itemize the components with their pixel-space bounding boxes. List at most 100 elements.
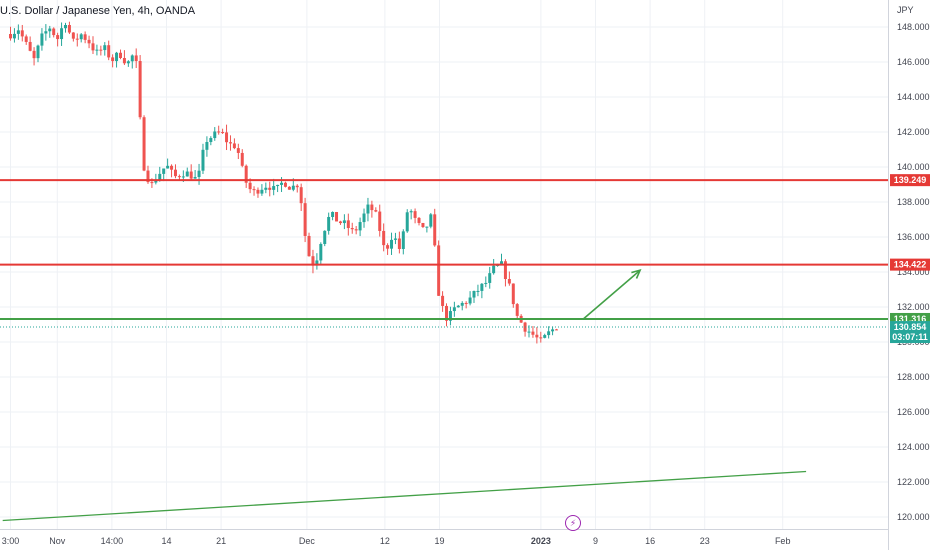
candle-body: [150, 182, 154, 184]
candle-body: [201, 149, 205, 171]
candle-body: [425, 226, 429, 228]
candle-body: [138, 61, 142, 118]
candle-body: [346, 220, 350, 229]
y-tick-label: 120.000: [897, 512, 930, 522]
candle-body: [115, 52, 119, 62]
y-tick-label: 128.000: [897, 372, 930, 382]
level-label: 131.316: [894, 314, 927, 324]
candle-body: [452, 307, 456, 312]
candle-body: [181, 176, 185, 178]
candle-body: [244, 165, 248, 183]
rising-trendline[interactable]: [2, 470, 807, 522]
projection-arrow[interactable]: [582, 269, 641, 320]
candle-body: [338, 221, 342, 224]
candle-body: [409, 211, 413, 213]
candle-body: [280, 182, 284, 185]
candle-body: [126, 61, 130, 64]
y-tick-label: 142.000: [897, 127, 930, 137]
candle-body: [56, 35, 60, 40]
candle-body: [303, 203, 307, 236]
candle-body: [323, 230, 327, 244]
candle-body: [146, 170, 150, 183]
x-tick-label: 14: [161, 536, 171, 546]
candle-body: [445, 305, 449, 321]
candle-body: [488, 273, 492, 283]
candle-body: [256, 189, 260, 194]
candle-body: [299, 187, 303, 204]
candle-body: [252, 189, 256, 191]
candle-body: [378, 211, 382, 231]
candle-body: [20, 30, 24, 37]
candle-body: [95, 49, 99, 51]
candle-body: [154, 180, 158, 183]
candle-body: [225, 132, 229, 143]
candle-body: [111, 57, 115, 62]
x-tick-label: Nov: [49, 536, 66, 546]
y-tick-label: 136.000: [897, 232, 930, 242]
x-tick-label: 2023: [531, 536, 551, 546]
candle-body: [555, 329, 558, 331]
currency-label: JPY: [897, 5, 914, 15]
candle-body: [480, 283, 484, 291]
candle-body: [268, 187, 272, 190]
x-tick-label: 21: [216, 536, 226, 546]
candle-body: [354, 229, 358, 231]
candle-body: [315, 260, 319, 266]
candle-body: [103, 45, 107, 51]
price-axis[interactable]: 148.000 146.000 144.000 142.000 140.000 138.0…: [897, 22, 930, 522]
candle-body: [397, 238, 401, 249]
candle-body: [130, 55, 134, 62]
candle-body: [24, 36, 28, 42]
candle-body: [142, 117, 146, 171]
candle-body: [362, 213, 366, 223]
candle-body: [335, 211, 339, 222]
candle-body: [287, 186, 291, 190]
candle-body: [393, 238, 397, 240]
candle-body: [503, 261, 507, 280]
time-axis[interactable]: 3:00 Nov 14:00 14 21 Dec 12 19 2023 9 16 23 Feb: [2, 536, 791, 546]
candle-body: [91, 43, 95, 51]
candle-body: [437, 245, 441, 296]
x-tick-label: Dec: [299, 536, 316, 546]
candle-body: [507, 279, 511, 284]
y-tick-label: 126.000: [897, 407, 930, 417]
x-tick-label: 9: [593, 536, 598, 546]
candle-body: [236, 148, 240, 153]
arrow-head: [631, 269, 642, 279]
candle-body: [60, 28, 64, 40]
candle-body: [28, 41, 32, 51]
candle-body: [386, 245, 390, 249]
candle-body: [543, 335, 547, 338]
candle-body: [511, 283, 515, 305]
candle-body: [276, 184, 280, 187]
candle-body: [468, 297, 472, 304]
candle-body: [122, 58, 126, 64]
candle-body: [460, 302, 464, 306]
candle-body: [36, 45, 40, 59]
candle-body: [421, 222, 425, 227]
candle-body: [531, 331, 535, 335]
candle-body: [331, 211, 335, 217]
candle-body: [213, 131, 217, 139]
resistance-price-tag: [890, 258, 930, 271]
candle-body: [547, 331, 551, 336]
candle-body: [173, 169, 177, 177]
candle-body: [433, 214, 437, 246]
lightning-icon[interactable]: ⚡: [565, 515, 581, 531]
candle-body: [366, 204, 370, 214]
candle-body: [209, 138, 213, 143]
y-tick-label: 132.000: [897, 302, 930, 312]
candle-body: [291, 185, 295, 190]
candlestick-series: [9, 21, 558, 344]
x-tick-label: 23: [700, 536, 710, 546]
candle-body: [272, 186, 276, 190]
candle-body: [476, 290, 480, 292]
candle-body: [307, 235, 311, 257]
candle-body: [456, 305, 460, 308]
candle-body: [134, 55, 138, 62]
candle-body: [448, 311, 452, 321]
y-tick-label: 146.000: [897, 57, 930, 67]
y-tick-label: 122.000: [897, 477, 930, 487]
y-tick-label: 148.000: [897, 22, 930, 32]
